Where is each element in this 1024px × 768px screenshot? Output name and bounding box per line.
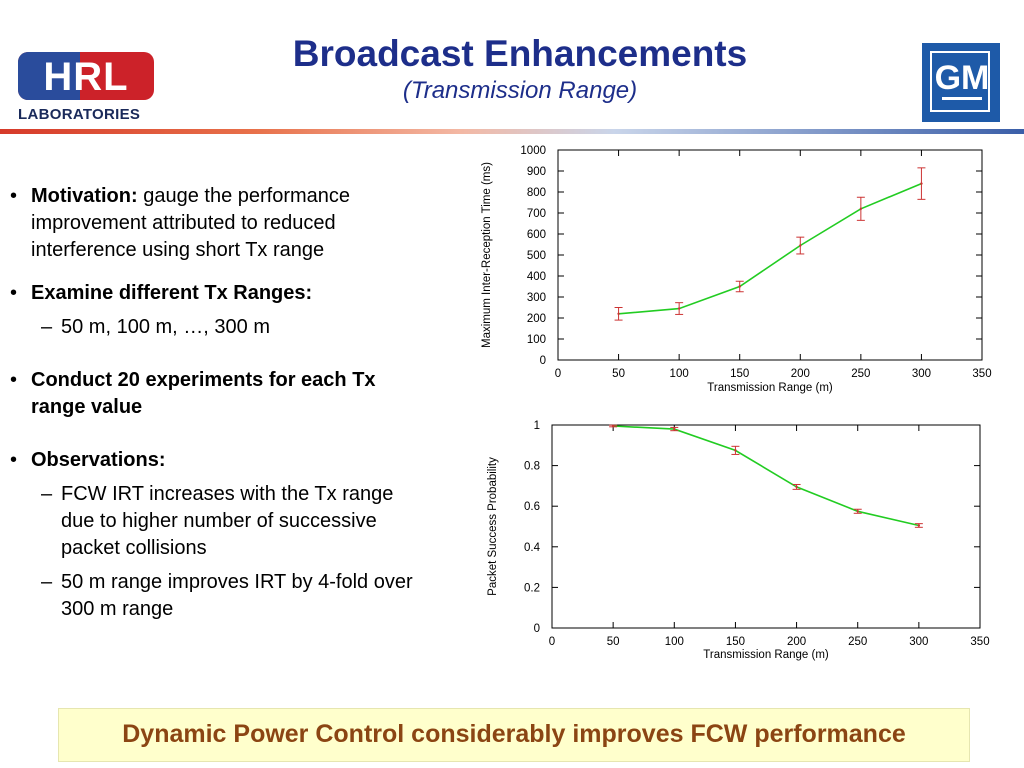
data-point bbox=[859, 207, 863, 210]
y-tick-label: 700 bbox=[527, 208, 546, 220]
data-point bbox=[799, 244, 802, 247]
bullet-observations: • Observations: – FCW IRT increases with… bbox=[10, 447, 430, 623]
x-tick-label: 250 bbox=[851, 368, 870, 380]
y-tick-label: 0.4 bbox=[524, 542, 541, 554]
irt-chart: 0 50 100 150 200 250 300 350 0 100 200 300 400 500 600… bbox=[481, 145, 992, 394]
bullet-bold-label: Motivation: bbox=[31, 185, 138, 207]
x-tick-label: 50 bbox=[607, 636, 620, 648]
conclusion-text: Dynamic Power Control considerably impro… bbox=[122, 720, 906, 748]
bullet-text: gauge the performance improvement attrib… bbox=[31, 185, 351, 261]
bullet-bold-label: Conduct 20 experiments for each Tx range… bbox=[31, 369, 376, 418]
data-point bbox=[738, 285, 741, 288]
x-tick-label: 0 bbox=[549, 636, 555, 648]
sub-bullet: – 50 m range improves IRT by 4-fold over… bbox=[10, 569, 430, 623]
x-tick-label: 350 bbox=[970, 636, 989, 648]
x-tick-label: 200 bbox=[791, 368, 810, 380]
data-point bbox=[617, 312, 620, 315]
y-tick-label: 800 bbox=[527, 187, 546, 199]
y-tick-label: 1 bbox=[534, 420, 540, 432]
y-tick-label: 400 bbox=[527, 271, 546, 283]
success-probability-chart: 0 50 100 150 200 250 300 350 0 0.2 0.4 0.6 0.8 1 Trans… bbox=[487, 420, 990, 661]
gm-logo-text: GM bbox=[934, 59, 990, 97]
bullet-tx-ranges: • Examine different Tx Ranges: – 50 m, 1… bbox=[10, 280, 430, 341]
hrl-logo-text: HRL bbox=[43, 55, 129, 99]
bullet-list: • Motivation: gauge the performance impr… bbox=[10, 183, 430, 639]
data-point bbox=[677, 307, 681, 310]
sub-bullet: – FCW IRT increases with the Tx range du… bbox=[10, 481, 430, 562]
conclusion-banner: Dynamic Power Control considerably impro… bbox=[58, 708, 970, 762]
y-tick-label: 0 bbox=[534, 623, 540, 635]
y-axis-label: Maximum Inter-Reception Time (ms) bbox=[481, 162, 493, 348]
x-tick-label: 150 bbox=[730, 368, 749, 380]
x-tick-label: 100 bbox=[665, 636, 684, 648]
hrl-logo-subtext: LABORATORIES bbox=[18, 106, 141, 123]
series-line bbox=[618, 182, 922, 315]
x-tick-label: 150 bbox=[726, 636, 745, 648]
x-tick-label: 50 bbox=[612, 368, 625, 380]
y-tick-label: 100 bbox=[527, 334, 546, 346]
sub-bullet-text: 50 m, 100 m, …, 300 m bbox=[61, 316, 270, 338]
bullet-dot: • bbox=[10, 185, 18, 207]
plot-frame bbox=[557, 149, 983, 361]
sub-bullet-dash: – bbox=[41, 316, 53, 338]
x-tick-label: 0 bbox=[555, 368, 561, 380]
data-point bbox=[734, 449, 737, 452]
plot-frame bbox=[551, 424, 981, 629]
sub-bullet-text: 50 m range improves IRT by 4-fold over 3… bbox=[61, 571, 413, 620]
hrl-logo: HRL LABORATORIES bbox=[18, 52, 156, 126]
slide-title: Broadcast Enhancements bbox=[292, 33, 748, 74]
x-tick-label: 300 bbox=[912, 368, 931, 380]
gm-logo-underline bbox=[942, 97, 982, 100]
hrl-badge: HRL bbox=[18, 52, 154, 100]
y-tick-label: 900 bbox=[527, 166, 546, 178]
bullet-motivation: • Motivation: gauge the performance impr… bbox=[10, 183, 430, 264]
gm-logo: GM bbox=[922, 43, 1000, 122]
data-point bbox=[920, 182, 923, 185]
sub-bullet-dash: – bbox=[41, 571, 53, 593]
x-axis-label: Transmission Range (m) bbox=[707, 382, 833, 394]
data-point bbox=[673, 427, 676, 431]
bullet-bold-label: Examine different Tx Ranges: bbox=[31, 282, 313, 304]
y-tick-label: 200 bbox=[527, 313, 546, 325]
data-point bbox=[856, 510, 859, 513]
y-tick-label: 0.8 bbox=[524, 461, 540, 473]
sub-bullet-dash: – bbox=[41, 483, 53, 505]
x-axis-label: Transmission Range (m) bbox=[703, 649, 829, 661]
slide-subtitle: (Transmission Range) bbox=[402, 77, 638, 104]
sub-bullet-text: FCW IRT increases with the Tx range due … bbox=[61, 483, 394, 559]
y-tick-label: 0.2 bbox=[524, 582, 540, 594]
y-axis-label: Packet Success Probability bbox=[487, 457, 499, 596]
bullet-dot: • bbox=[10, 282, 18, 304]
x-tick-label: 100 bbox=[670, 368, 689, 380]
header-divider bbox=[0, 129, 1024, 134]
bullet-dot: • bbox=[10, 369, 18, 391]
sub-bullet: – 50 m, 100 m, …, 300 m bbox=[10, 314, 430, 341]
x-tick-label: 300 bbox=[909, 636, 928, 648]
series-line bbox=[613, 425, 920, 527]
x-tick-label: 200 bbox=[787, 636, 806, 648]
y-tick-label: 600 bbox=[527, 229, 546, 241]
hrl-badge-blue-block bbox=[18, 52, 80, 100]
y-tick-label: 1000 bbox=[520, 145, 546, 157]
y-tick-label: 500 bbox=[527, 250, 546, 262]
x-tick-label: 350 bbox=[972, 368, 991, 380]
x-tick-label: 250 bbox=[848, 636, 867, 648]
data-point bbox=[611, 424, 615, 428]
y-tick-label: 0 bbox=[540, 355, 546, 367]
data-point bbox=[917, 524, 921, 527]
y-tick-label: 300 bbox=[527, 292, 546, 304]
bullet-experiments: • Conduct 20 experiments for each Tx ran… bbox=[10, 367, 430, 421]
bullet-dot: • bbox=[10, 449, 18, 471]
data-point bbox=[795, 485, 798, 489]
bullet-bold-label: Observations: bbox=[31, 449, 166, 471]
gm-logo-frame: GM bbox=[930, 51, 990, 112]
y-tick-label: 0.6 bbox=[524, 501, 540, 513]
